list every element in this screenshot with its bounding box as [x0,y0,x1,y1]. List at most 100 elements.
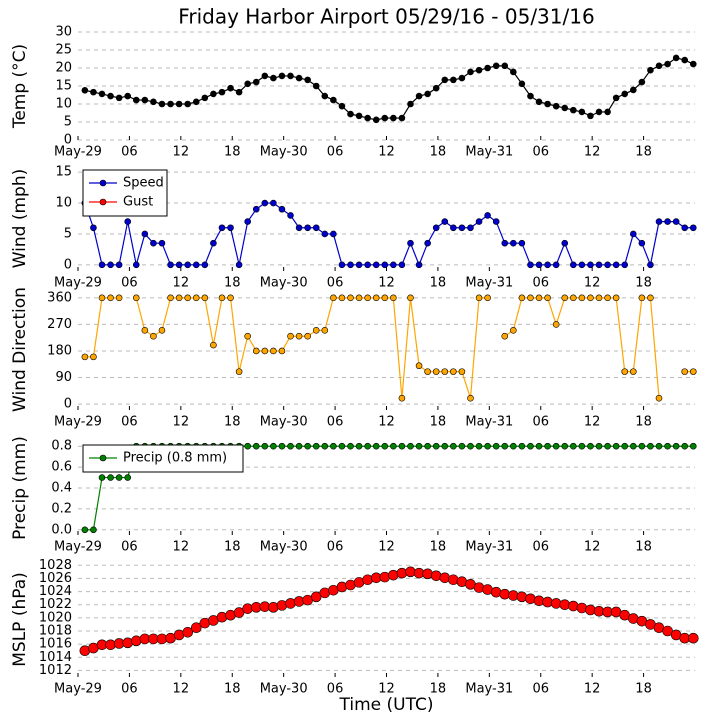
y-tick-label: 360 [47,290,72,305]
chart-title: Friday Harbor Airport 05/29/16 - 05/31/1… [178,5,594,29]
data-point [218,294,226,302]
data-point [475,442,483,450]
data-point [570,106,577,114]
data-point [672,442,680,450]
y-tick-label: 1024 [39,584,72,599]
data-point [475,218,483,225]
data-point [330,230,337,238]
data-point [381,442,389,450]
x-tick-label: May-31 [465,682,513,697]
data-point [192,294,200,302]
data-point [432,84,440,92]
data-point [662,625,673,637]
data-point [304,76,311,84]
data-point [390,442,397,450]
data-point [501,442,509,450]
y-tick-label: 5 [64,115,72,130]
data-point [424,90,431,98]
data-point [252,78,260,86]
data-point [132,261,140,269]
data-point [115,261,123,269]
data-point [518,239,526,247]
data-point [141,327,149,334]
data-point [321,442,329,450]
data-point [689,224,697,232]
x-tick-label: 12 [584,540,601,555]
y-tick-label: 10 [55,196,72,211]
data-point [244,218,251,225]
data-point [227,84,234,92]
data-point [587,294,594,302]
y-tick-label: 0 [64,257,72,272]
data-point [492,442,500,450]
y-tick-label: 0.4 [51,481,72,496]
data-point [141,230,149,238]
y-tick-label: 0.6 [51,460,72,475]
y-tick-label: 10 [55,97,72,112]
data-point [338,442,346,450]
x-tick-label: 12 [378,276,395,291]
x-tick-label: 12 [173,276,190,291]
data-point [107,92,114,100]
data-point [441,76,449,84]
data-point [629,442,637,450]
data-point [90,353,97,361]
legend-label: Speed [123,176,164,191]
y-tick-label: 1026 [39,571,72,586]
data-point [484,212,491,219]
data-point [612,294,620,302]
x-tick-label: 12 [378,145,395,160]
data-point [295,224,303,232]
data-point [158,327,166,334]
data-point [672,54,680,62]
x-tick-label: 12 [584,682,601,697]
x-tick-label: May-29 [54,276,102,291]
data-point [655,442,663,450]
data-point [689,442,697,450]
legend-marker [99,198,107,206]
data-point [415,261,423,269]
data-point [158,239,166,247]
data-point [287,212,294,219]
data-point [304,332,311,340]
x-tick-label: May-30 [260,276,308,291]
x-tick-label: 18 [635,415,652,430]
data-point [295,442,303,450]
x-tick-label: May-29 [54,682,102,697]
data-point [338,102,346,110]
data-point [390,114,397,122]
data-point [655,62,663,70]
y-tick-label: 5 [64,226,72,241]
data-point [638,294,646,302]
data-point [450,224,457,232]
data-point [227,294,234,302]
data-point [115,94,123,102]
data-point [81,353,89,361]
data-point [355,261,363,269]
x-tick-label: May-31 [465,415,513,430]
x-tick-label: 06 [121,145,138,160]
data-point [467,442,474,450]
data-point [252,205,260,213]
data-point [647,261,654,269]
data-point [561,442,569,450]
data-point [561,104,569,112]
data-point [233,607,245,618]
data-point [141,96,149,104]
legend-label: Gust [123,195,153,210]
data-point [587,112,594,120]
x-tick-label: 18 [635,145,652,160]
data-point [372,442,380,450]
data-point [167,100,174,108]
y-tick-label: 90 [55,370,72,385]
data-point [81,87,89,94]
data-point [570,261,577,269]
data-point [287,72,294,80]
x-tick-label: 06 [121,540,138,555]
data-point [604,442,611,450]
data-point [415,362,423,370]
data-point [210,341,217,349]
data-point [218,88,226,96]
data-point [210,239,217,247]
data-point [390,261,397,269]
